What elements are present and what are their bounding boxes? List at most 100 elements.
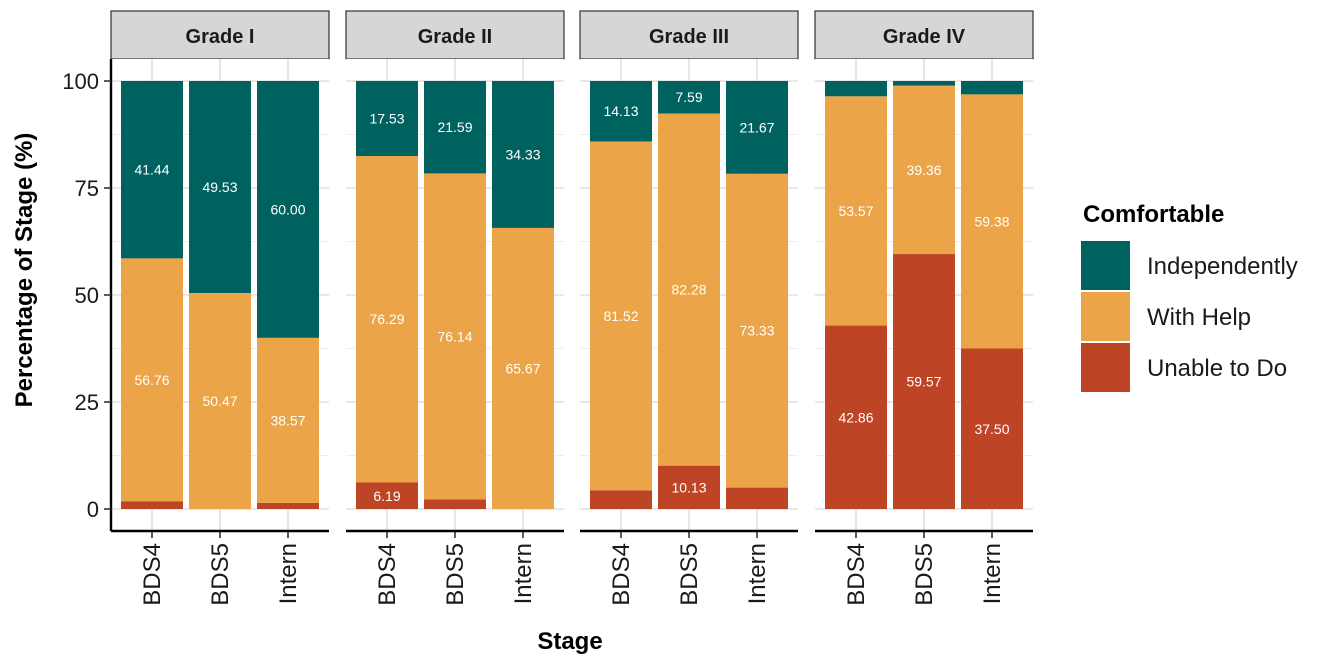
bar-segment <box>893 85 955 255</box>
bar-data-label: 82.28 <box>671 282 706 298</box>
facet-strip <box>579 10 799 60</box>
bar-segment <box>492 227 554 509</box>
bar-data-label: 21.67 <box>739 119 774 135</box>
legend-title: Comfortable <box>1083 201 1224 228</box>
x-tick-label: Intern <box>744 543 771 604</box>
bar-data-label: 21.59 <box>437 119 472 135</box>
y-axis-title: Percentage of Stage (%) <box>11 133 38 408</box>
x-tick-label: BDS4 <box>374 543 401 606</box>
bar-data-label: 10.13 <box>671 479 706 495</box>
bar-segment <box>189 292 251 509</box>
facet-strip <box>110 10 330 60</box>
bar-segment <box>658 113 720 466</box>
bar-segment <box>257 337 319 503</box>
y-axis: 0 25 50 75 100 <box>62 59 113 531</box>
bar-segment <box>492 81 554 228</box>
bar-segment <box>825 96 887 326</box>
bar-segment <box>590 81 652 142</box>
facet-panel: Grade III 81.52 14.13 BDS4 10.13 82.28 7.59 BDS… <box>579 10 799 606</box>
bar-data-label: 76.14 <box>437 328 472 344</box>
bar-data-label: 56.76 <box>134 372 169 388</box>
legend-key <box>1081 292 1130 341</box>
bar-segment <box>961 348 1023 509</box>
legend-entry-label: Unable to Do <box>1147 355 1287 382</box>
bar-segment <box>121 501 183 509</box>
bar-data-label: 42.86 <box>838 409 873 425</box>
x-tick-label: BDS4 <box>843 543 870 606</box>
bar-segment <box>726 173 788 488</box>
bar-segment <box>356 482 418 509</box>
bar-data-label: 41.44 <box>134 162 169 178</box>
bar-data-label: 14.13 <box>603 103 638 119</box>
bar-data-label: 34.33 <box>505 146 540 162</box>
facet-panel: Grade I 56.76 41.44 BDS4 50.47 49.53 BDS5 38.57… <box>110 10 330 606</box>
bar-segment <box>590 141 652 491</box>
y-tick-label: 100 <box>62 69 99 94</box>
legend-key <box>1081 241 1130 290</box>
facet-strip <box>814 10 1034 60</box>
bar-data-label: 59.57 <box>906 374 941 390</box>
bar-data-label: 6.19 <box>373 488 400 504</box>
x-tick-label: Intern <box>510 543 537 604</box>
bar-segment <box>121 258 183 502</box>
bar-segment <box>658 81 720 114</box>
y-tick-label: 25 <box>75 390 99 415</box>
bar-data-label: 17.53 <box>369 110 404 126</box>
panels: Grade I 56.76 41.44 BDS4 50.47 49.53 BDS5 38.57… <box>110 10 1034 606</box>
facet-strip-label: Grade IV <box>883 26 966 48</box>
legend-key <box>1081 343 1130 392</box>
x-tick-label: BDS5 <box>911 543 938 606</box>
bar-segment <box>825 81 887 97</box>
bar-data-label: 50.47 <box>202 393 237 409</box>
bar-segment <box>726 487 788 509</box>
bar-data-label: 37.50 <box>974 421 1009 437</box>
x-axis-title: Stage <box>537 628 602 654</box>
x-tick-label: Intern <box>275 543 302 604</box>
bar-data-label: 49.53 <box>202 179 237 195</box>
legend-entry-label: With Help <box>1147 304 1251 331</box>
y-tick-label: 0 <box>87 497 99 522</box>
bar-data-label: 60.00 <box>270 201 305 217</box>
bar-segment <box>825 325 887 509</box>
bar-segment <box>961 94 1023 349</box>
bar-data-label: 53.57 <box>838 203 873 219</box>
bar-data-label: 76.29 <box>369 311 404 327</box>
bar-segment <box>590 490 652 509</box>
bar-segment <box>356 80 418 156</box>
legend: Comfortable Independently With Help Unable… <box>1081 201 1298 392</box>
bar-data-label: 81.52 <box>603 308 638 324</box>
bar-segment <box>424 81 486 174</box>
bar-data-label: 73.33 <box>739 323 774 339</box>
facet-panel: Grade II 6.19 76.29 17.53 BDS4 76.14 21.59 BDS5… <box>345 10 565 606</box>
facet-strip-label: Grade II <box>418 26 492 48</box>
bar-data-label: 59.38 <box>974 213 1009 229</box>
bar-segment <box>189 81 251 293</box>
x-tick-label: BDS5 <box>207 543 234 606</box>
bar-segment <box>893 254 955 509</box>
bar-segment <box>257 81 319 338</box>
x-tick-label: BDS4 <box>608 543 635 606</box>
facet-strip-label: Grade III <box>649 26 729 48</box>
bar-segment <box>424 499 486 509</box>
bar-data-label: 7.59 <box>675 89 702 105</box>
bar-segment <box>893 81 955 86</box>
facet-strip <box>345 10 565 60</box>
legend-entry-label: Independently <box>1147 253 1298 280</box>
bar-data-label: 65.67 <box>505 360 540 376</box>
y-tick-label: 75 <box>75 176 99 201</box>
bar-segment <box>356 155 418 483</box>
x-tick-label: BDS5 <box>442 543 469 606</box>
bar-segment <box>658 465 720 509</box>
facet-strip-label: Grade I <box>186 26 255 48</box>
bar-data-label: 38.57 <box>270 412 305 428</box>
x-tick-label: Intern <box>979 543 1006 604</box>
x-tick-label: BDS5 <box>676 543 703 606</box>
bar-segment <box>961 81 1023 95</box>
bar-segment <box>424 173 486 500</box>
bar-data-label: 39.36 <box>906 162 941 178</box>
y-tick-label: 50 <box>75 283 99 308</box>
bar-segment <box>257 502 319 509</box>
x-tick-label: BDS4 <box>139 543 166 606</box>
bar-segment <box>121 81 183 259</box>
